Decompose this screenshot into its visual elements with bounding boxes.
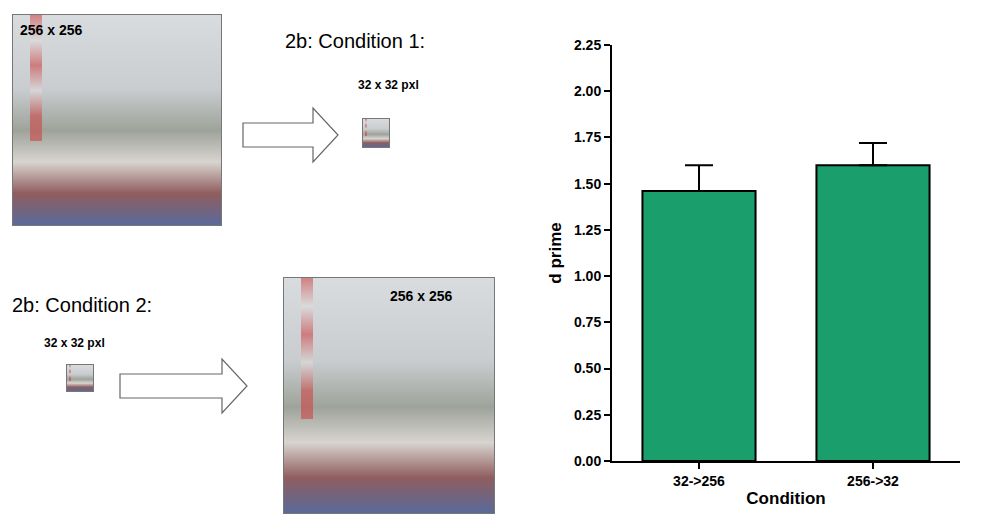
svg-text:2.25: 2.25	[574, 37, 601, 53]
html-text:32 x 32 pxl: 32 x 32 pxl	[44, 336, 105, 350]
svg-text:Condition: Condition	[746, 489, 825, 508]
svg-text:d prime: d prime	[546, 222, 565, 283]
svg-text:2.00: 2.00	[574, 83, 601, 99]
html-text:2b: Condition 1:: 2b: Condition 1:	[285, 30, 426, 52]
svg-text:0.25: 0.25	[574, 407, 601, 423]
svg-text:256->32: 256->32	[847, 473, 899, 489]
svg-text:0.00: 0.00	[574, 453, 601, 469]
svg-text:0.50: 0.50	[574, 360, 601, 376]
svg-text:1.00: 1.00	[574, 268, 601, 284]
html-text:256 x 256: 256 x 256	[390, 288, 453, 304]
html-text:2b: Condition 2:: 2b: Condition 2:	[12, 294, 153, 316]
svg-text:1.50: 1.50	[574, 176, 601, 192]
svg-text:32->256: 32->256	[673, 473, 725, 489]
html-text:256 x 256: 256 x 256	[20, 22, 83, 38]
svg-text:1.25: 1.25	[574, 222, 601, 238]
svg-text:0.75: 0.75	[574, 314, 601, 330]
html-text:32 x 32 pxl: 32 x 32 pxl	[358, 78, 419, 92]
svg-text:1.75: 1.75	[574, 129, 601, 145]
